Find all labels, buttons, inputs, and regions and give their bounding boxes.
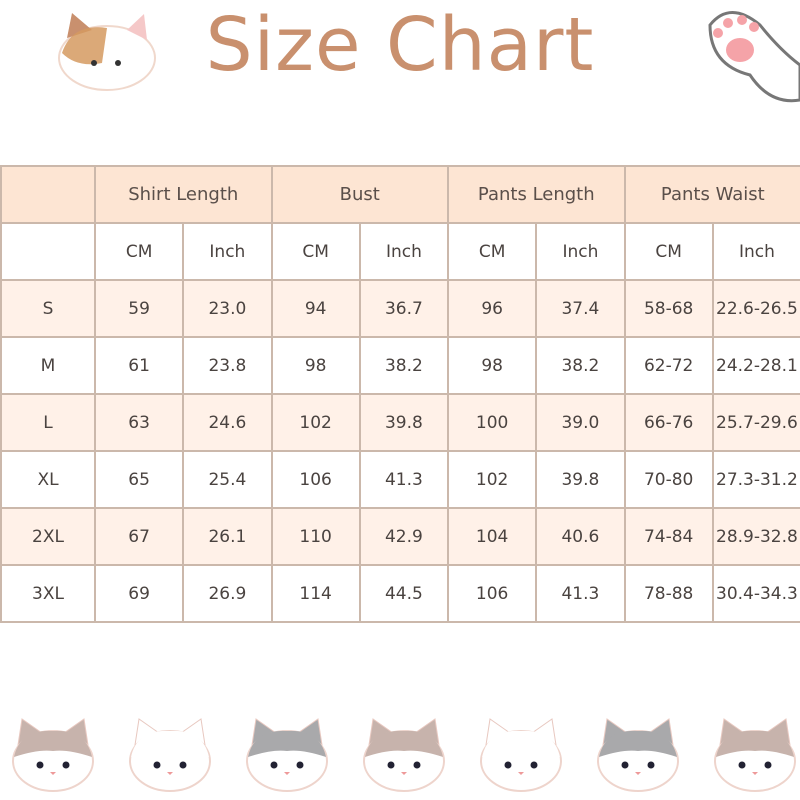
group-header: Pants Waist: [623, 165, 800, 224]
table-cell: 39.0: [535, 393, 626, 452]
size-label: 3XL: [0, 564, 96, 623]
table-cell: 104: [447, 507, 538, 566]
table-cell: 98: [447, 336, 538, 395]
table-cell: 22.6-26.5: [711, 279, 800, 338]
table-cell: 40.6: [535, 507, 626, 566]
group-header: Bust: [270, 165, 450, 224]
table-cell: 28.9-32.8: [711, 507, 800, 566]
table-cell: 24.6: [182, 393, 273, 452]
table-cell: 98: [270, 336, 361, 395]
table-cell: 25.4: [182, 450, 273, 509]
cat-face-icon: [12, 718, 94, 792]
table-row: M 61 23.8 98 38.2 98 38.2 62-72 24.2-28.1: [0, 336, 800, 395]
cat-paw-icon: [708, 11, 800, 103]
table-cell: 63: [93, 393, 185, 452]
size-chart-table: Shirt Length Bust Pants Length Pants Wai…: [0, 165, 800, 623]
table-cell: 39.8: [535, 450, 626, 509]
table-cell: 27.3-31.2: [711, 450, 800, 509]
size-label: S: [0, 279, 96, 338]
cat-face-icon: [246, 718, 328, 792]
cat-face-icon: [129, 718, 211, 792]
table-cell: 106: [447, 564, 538, 623]
group-header-row: Shirt Length Bust Pants Length Pants Wai…: [0, 165, 800, 224]
table-cell: 96: [447, 279, 538, 338]
table-cell: 42.9: [358, 507, 450, 566]
table-cell: 39.8: [358, 393, 450, 452]
table-cell: 110: [270, 507, 361, 566]
unit-header: Inch: [182, 222, 273, 281]
page-title: Size Chart: [205, 2, 595, 88]
table-row: XL 65 25.4 106 41.3 102 39.8 70-80 27.3-31.2: [0, 450, 800, 509]
group-header: Shirt Length: [94, 165, 273, 224]
table-cell: 24.2-28.1: [711, 336, 800, 395]
table-cell: 102: [447, 450, 538, 509]
table-cell: 106: [270, 450, 361, 509]
unit-header: CM: [623, 222, 714, 281]
unit-header: Inch: [358, 222, 450, 281]
table-cell: 30.4-34.3: [711, 564, 800, 623]
cat-face-icon: [363, 718, 445, 792]
table-cell: 23.8: [182, 336, 273, 395]
table-cell: 65: [93, 450, 185, 509]
table-cell: 44.5: [358, 564, 450, 623]
table-cell: 23.0: [182, 279, 273, 338]
size-label: M: [0, 336, 96, 395]
table-cell: 74-84: [623, 507, 714, 566]
table-cell: 67: [93, 507, 185, 566]
table-cell: 66-76: [623, 393, 714, 452]
unit-header-row: CM Inch CM Inch CM Inch CM Inch: [0, 222, 800, 281]
table-cell: 59: [93, 279, 185, 338]
table-row: 2XL 67 26.1 110 42.9 104 40.6 74-84 28.9-32.8: [0, 507, 800, 566]
table-cell: 38.2: [535, 336, 626, 395]
table-row: S 59 23.0 94 36.7 96 37.4 58-68 22.6-26.5: [0, 279, 800, 338]
table-cell: 25.7-29.6: [711, 393, 800, 452]
table-cell: 37.4: [535, 279, 626, 338]
table-cell: 58-68: [623, 279, 714, 338]
size-label: XL: [0, 450, 96, 509]
corner-cell: [0, 222, 96, 281]
table-cell: 36.7: [358, 279, 450, 338]
table-cell: 114: [270, 564, 361, 623]
table-cell: 100: [447, 393, 538, 452]
table-cell: 38.2: [358, 336, 450, 395]
table-cell: 78-88: [623, 564, 714, 623]
unit-header: CM: [447, 222, 538, 281]
group-header: Pants Length: [447, 165, 626, 224]
calico-cat-icon: [58, 13, 156, 91]
cat-face-icon: [597, 718, 679, 792]
table-cell: 41.3: [535, 564, 626, 623]
unit-header: CM: [270, 222, 361, 281]
table-cell: 41.3: [358, 450, 450, 509]
unit-header: Inch: [535, 222, 626, 281]
table-cell: 26.9: [182, 564, 273, 623]
table-cell: 102: [270, 393, 361, 452]
table-cell: 26.1: [182, 507, 273, 566]
table-row: L 63 24.6 102 39.8 100 39.0 66-76 25.7-29.6: [0, 393, 800, 452]
table-row: 3XL 69 26.9 114 44.5 106 41.3 78-88 30.4-34.3: [0, 564, 800, 623]
unit-header: CM: [93, 222, 185, 281]
table-cell: 62-72: [623, 336, 714, 395]
corner-cell: [0, 165, 96, 224]
table-cell: 69: [93, 564, 185, 623]
cat-face-icon: [480, 718, 562, 792]
table-cell: 94: [270, 279, 361, 338]
size-label: L: [0, 393, 96, 452]
cat-face-icon: [714, 718, 796, 792]
size-label: 2XL: [0, 507, 96, 566]
table-cell: 70-80: [623, 450, 714, 509]
table-cell: 61: [93, 336, 185, 395]
unit-header: Inch: [711, 222, 800, 281]
